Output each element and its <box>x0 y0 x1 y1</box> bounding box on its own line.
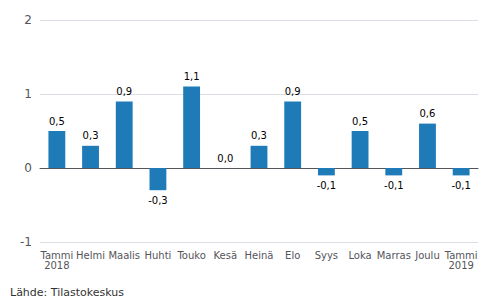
svg-text:2019: 2019 <box>448 260 473 271</box>
svg-text:Heinä: Heinä <box>245 250 274 261</box>
svg-text:Marras: Marras <box>377 250 411 261</box>
svg-text:-0,1: -0,1 <box>384 180 404 191</box>
svg-text:Syys: Syys <box>315 250 338 261</box>
svg-text:Touko: Touko <box>176 250 205 261</box>
svg-text:0,9: 0,9 <box>285 86 301 97</box>
svg-text:Joulu: Joulu <box>414 250 440 261</box>
svg-text:0,3: 0,3 <box>251 130 267 141</box>
svg-text:0: 0 <box>24 161 32 175</box>
svg-text:-0,1: -0,1 <box>451 180 471 191</box>
svg-text:Maalis: Maalis <box>108 250 140 261</box>
svg-text:1: 1 <box>24 87 32 101</box>
svg-text:Kesä: Kesä <box>214 250 238 261</box>
svg-text:0,3: 0,3 <box>83 130 99 141</box>
svg-text:Helmi: Helmi <box>76 250 105 261</box>
svg-text:0,5: 0,5 <box>352 116 368 127</box>
svg-text:Elo: Elo <box>285 250 300 261</box>
svg-text:2: 2 <box>24 13 32 27</box>
svg-text:1,1: 1,1 <box>184 71 200 82</box>
svg-text:0,6: 0,6 <box>420 108 436 119</box>
svg-text:-0,3: -0,3 <box>148 195 168 206</box>
svg-text:2018: 2018 <box>44 260 69 271</box>
svg-text:-0,1: -0,1 <box>317 180 337 191</box>
svg-text:0,5: 0,5 <box>49 116 65 127</box>
svg-text:Tammi: Tammi <box>40 249 74 261</box>
svg-text:0,9: 0,9 <box>116 86 132 97</box>
svg-text:Loka: Loka <box>348 250 371 261</box>
svg-text:Huhti: Huhti <box>144 250 171 261</box>
svg-text:Tammi: Tammi <box>444 249 478 261</box>
svg-text:0,0: 0,0 <box>217 153 233 164</box>
svg-text:-1: -1 <box>20 235 32 249</box>
svg-text:Lähde: Tilastokeskus: Lähde: Tilastokeskus <box>10 286 124 299</box>
